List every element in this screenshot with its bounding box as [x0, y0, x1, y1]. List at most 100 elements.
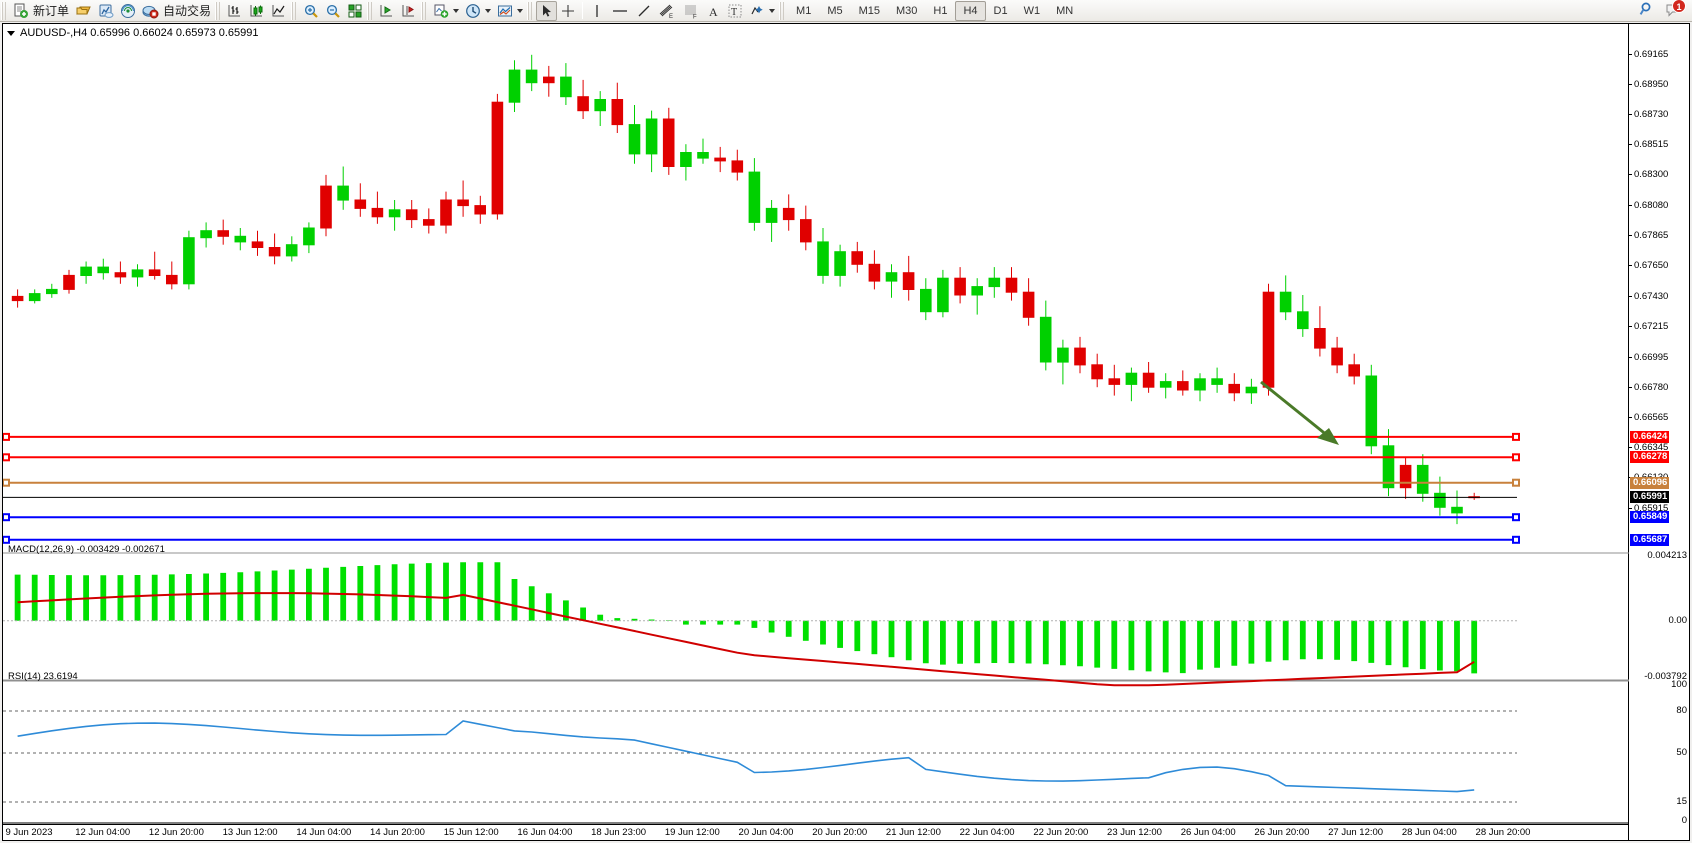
- new-order-button[interactable]: 新订单: [10, 1, 72, 21]
- timeframe-button-d1[interactable]: D1: [993, 4, 1008, 17]
- horizontal-line-button[interactable]: [607, 1, 633, 21]
- price-label-resistance-level-1[interactable]: 0.66424: [1630, 430, 1670, 443]
- timeframe-button-h1[interactable]: H1: [933, 4, 948, 17]
- time-label-13: 22 Jun 04:00: [959, 827, 1015, 838]
- time-label-7: 16 Jun 04:00: [517, 827, 573, 838]
- rsi-axis-label-1: 80: [1676, 705, 1687, 716]
- draw-grip[interactable]: [527, 1, 535, 20]
- zoom-out-icon: [326, 4, 340, 18]
- rsi-axis-label-4: 0: [1681, 815, 1687, 826]
- chart-plot-area[interactable]: MACD(12,26,9) -0.003429 -0.002671 RSI(14)…: [3, 24, 1629, 840]
- time-label-15: 23 Jun 12:00: [1107, 827, 1162, 838]
- rsi-axis-label-3: 15: [1676, 796, 1687, 807]
- price-label-support-level-2[interactable]: 0.65687: [1630, 533, 1670, 546]
- equidistant-channel-button[interactable]: E: [655, 1, 679, 21]
- bar-chart-button[interactable]: [224, 1, 246, 21]
- new-order-icon: [14, 3, 28, 18]
- price-tick-0.66780: 0.66780: [1629, 382, 1689, 393]
- macd-axis-label-0: 0.004213: [1647, 550, 1687, 561]
- folder-button[interactable]: [72, 1, 95, 21]
- price-tick-0.68515: 0.68515: [1629, 139, 1689, 150]
- price-label-resistance-level-2[interactable]: 0.66278: [1630, 451, 1670, 464]
- toolbar-right-group: 1: [1639, 0, 1692, 21]
- toolbar-grip[interactable]: [1, 1, 8, 20]
- period-caret-icon[interactable]: [485, 8, 492, 13]
- equidistant-channel-icon: E: [659, 4, 673, 19]
- chart-shift-button[interactable]: [376, 1, 398, 21]
- chart-window[interactable]: AUDUSD-,H4 0.65996 0.66024 0.65973 0.659…: [2, 23, 1690, 841]
- add-indicator-caret-icon[interactable]: [453, 8, 460, 13]
- time-label-8: 18 Jun 23:00: [591, 827, 647, 838]
- profiles-button[interactable]: [95, 1, 117, 21]
- trendline-button[interactable]: [633, 1, 655, 21]
- zoom-in-button[interactable]: [300, 1, 322, 21]
- shift-grip[interactable]: [367, 1, 375, 20]
- chart-header: AUDUSD-,H4 0.65996 0.66024 0.65973 0.659…: [7, 27, 259, 39]
- period-button[interactable]: [462, 1, 494, 21]
- notification-badge-count: 1: [1672, 0, 1686, 13]
- tile-windows-button[interactable]: [344, 1, 366, 21]
- templates-button[interactable]: [494, 1, 526, 21]
- zoom-out-button[interactable]: [322, 1, 344, 21]
- fibonacci-button[interactable]: F: [679, 1, 703, 21]
- chart-canvas: [3, 54, 1629, 824]
- indicator-grip[interactable]: [421, 1, 429, 20]
- folder-icon: [76, 6, 91, 14]
- signals-button[interactable]: [117, 1, 139, 21]
- price-label-current-price[interactable]: 0.65991: [1630, 491, 1670, 504]
- time-label-5: 14 Jun 20:00: [370, 827, 425, 838]
- time-label-3: 13 Jun 12:00: [222, 827, 278, 838]
- objects-button[interactable]: [746, 1, 778, 21]
- vertical-line-button[interactable]: [586, 1, 607, 21]
- search-icon[interactable]: [1639, 1, 1656, 21]
- time-label-12: 21 Jun 12:00: [885, 827, 941, 838]
- macd-indicator-label: MACD(12,26,9) -0.003429 -0.002671: [8, 544, 165, 555]
- price-label-support-level-1[interactable]: 0.65849: [1630, 511, 1670, 524]
- price-tick-0.68300: 0.68300: [1629, 169, 1689, 180]
- timeframe-grip[interactable]: [779, 1, 787, 20]
- rsi-axis-label-0: 100: [1671, 679, 1687, 690]
- notifications-icon[interactable]: 1: [1664, 0, 1686, 20]
- chart-menu-icon[interactable]: [7, 30, 15, 36]
- price-tick-0.66995: 0.66995: [1629, 352, 1689, 363]
- macd-axis-label-1: 0.00: [1668, 614, 1688, 626]
- macd-axis-label-2: -0.003792: [1644, 671, 1687, 682]
- text-label-button[interactable]: T: [724, 1, 746, 21]
- text-button[interactable]: A: [703, 1, 724, 21]
- timeframe-button-m5[interactable]: M5: [827, 4, 843, 17]
- timeframe-button-mn[interactable]: MN: [1056, 4, 1074, 17]
- objects-caret-icon[interactable]: [769, 8, 776, 13]
- time-axis: 9 Jun 2023 12 Jun 04:00 12 Jun 20:00 13 Jun…: [3, 824, 1629, 840]
- chart-type-grip[interactable]: [215, 1, 223, 20]
- timeframe-button-m30[interactable]: M30: [896, 4, 918, 17]
- auto-scroll-button[interactable]: [398, 1, 420, 21]
- text-label-icon: T: [728, 4, 742, 18]
- rsi-indicator-label: RSI(14) 23.6194: [8, 671, 78, 682]
- price-tick-0.69165: 0.69165: [1629, 49, 1689, 60]
- main-toolbar: 新订单: [0, 0, 1692, 22]
- auto-trading-button[interactable]: 自动交易: [139, 1, 214, 21]
- candlestick-chart-button[interactable]: [246, 1, 268, 21]
- cursor-button[interactable]: [536, 0, 558, 21]
- timeframe-button-w1[interactable]: W1: [1023, 4, 1041, 17]
- timeframe-button-m15[interactable]: M15: [858, 4, 880, 17]
- time-label-20: 28 Jun 20:00: [1475, 827, 1531, 838]
- price-label-entry-level[interactable]: 0.66096: [1630, 476, 1670, 489]
- add-indicator-button[interactable]: [430, 1, 462, 21]
- down-arrow-annotation: [1260, 380, 1339, 445]
- timeframe-button-h4[interactable]: H4: [955, 0, 986, 21]
- line-chart-button[interactable]: [268, 1, 290, 21]
- templates-caret-icon[interactable]: [517, 8, 524, 13]
- text-icon: A: [709, 5, 718, 19]
- zoom-grip[interactable]: [291, 1, 299, 20]
- time-label-18: 27 Jun 12:00: [1328, 827, 1384, 838]
- price-axis-divider: [1628, 24, 1629, 840]
- bar-chart-icon: [228, 4, 241, 16]
- zoom-in-icon: [304, 4, 318, 18]
- line-chart-icon: [272, 4, 285, 16]
- new-order-label: 新订单: [33, 4, 70, 18]
- crosshair-button[interactable]: [557, 1, 579, 21]
- price-level-lines: [3, 432, 1520, 544]
- timeframe-button-m1[interactable]: M1: [796, 4, 812, 17]
- price-axis[interactable]: 0.69165 0.68950 0.68730 0.68515 0.68300 0.680…: [1629, 24, 1689, 840]
